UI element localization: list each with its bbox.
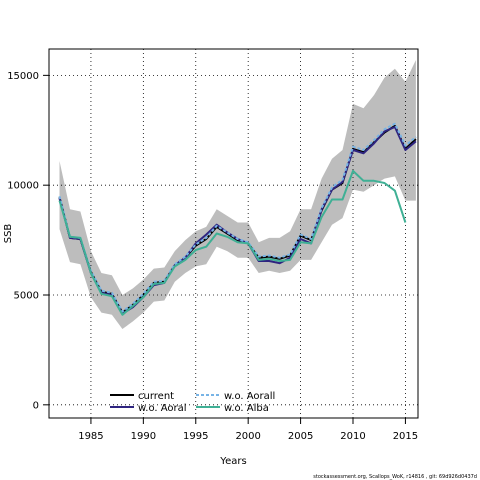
y-tick-label: 5000 — [14, 291, 39, 302]
legend-label-2: w.o. Aoral — [138, 403, 187, 414]
legend-label-4: w.o. Alba — [224, 403, 269, 414]
x-tick-label: 2015 — [393, 431, 418, 442]
x-tick-label: 1990 — [131, 431, 156, 442]
y-tick-label: 10000 — [7, 181, 39, 192]
series-line-3 — [58, 122, 417, 313]
gridlines — [49, 49, 418, 418]
x-tick-label: 1985 — [78, 431, 103, 442]
x-axis-title: Years — [219, 456, 246, 467]
credit-text: stockassessment.org, Scallops_WoK, r1481… — [313, 474, 477, 480]
y-tick-label: 15000 — [7, 71, 39, 82]
ssb-confidence-band — [59, 60, 416, 329]
series-line-4 — [58, 169, 407, 316]
y-tick-label: 0 — [33, 400, 39, 411]
legend-label-1: current — [138, 391, 174, 402]
confidence-band — [59, 60, 416, 329]
legend-label-3: w.o. Aorall — [224, 391, 275, 402]
y-axis-title: SSB — [3, 224, 14, 244]
series-lines — [58, 122, 417, 316]
plot-frame — [48, 48, 419, 419]
x-tick-label: 2000 — [235, 431, 260, 442]
x-tick-label: 1995 — [183, 431, 208, 442]
axes: 1985 1990 1995 2000 2005 2010 2015 0 5000 10000 15… — [7, 71, 418, 442]
x-tick-label: 2010 — [340, 431, 365, 442]
x-tick-label: 2005 — [288, 431, 313, 442]
